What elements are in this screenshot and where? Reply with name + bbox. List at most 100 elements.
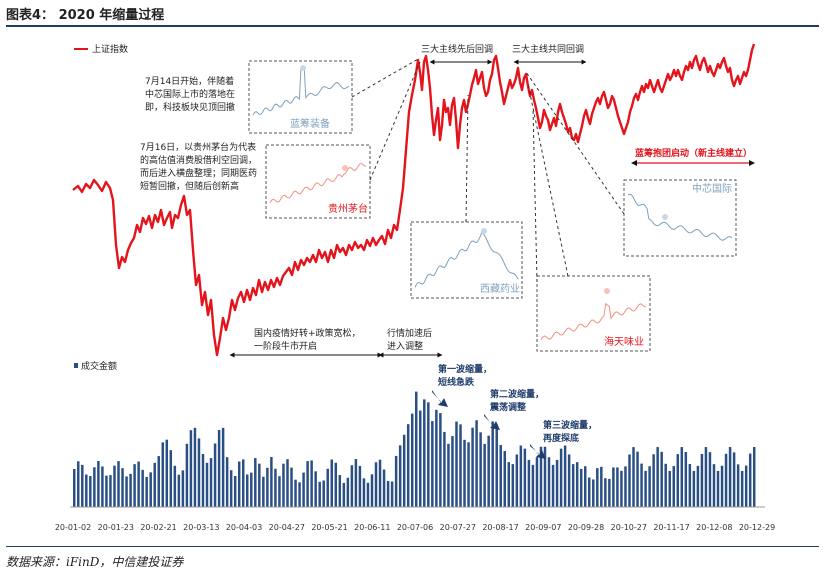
volume-bar [463, 439, 466, 507]
volume-bar [294, 479, 297, 507]
volume-bar [105, 475, 108, 507]
inset-moutai: 贵州茅台 [265, 144, 371, 219]
inset-tibet: 西藏药业 [410, 221, 523, 299]
volume-bar [390, 481, 394, 507]
wave3-arrow [530, 444, 546, 459]
volume-bar [185, 443, 189, 507]
inset-bluechip: 蓝筹装备 [248, 60, 353, 134]
volume-bar [575, 462, 579, 507]
inset-smic: 中芯国际 [623, 179, 737, 257]
volume-bar [632, 447, 635, 507]
volume-bar [664, 463, 667, 507]
inset-label-bluechip: 蓝筹装备 [290, 117, 330, 130]
volume-bar [648, 466, 651, 507]
title-divider [6, 25, 819, 27]
inset-haitian: 海天味业 [536, 275, 651, 352]
page-title: 图表4： 2020 年缩量过程 [6, 8, 165, 23]
volume-bar [596, 468, 599, 507]
volume-bar [406, 424, 410, 507]
volume-bar [720, 465, 724, 507]
volume-bar [157, 456, 160, 507]
volume-bar [732, 452, 736, 507]
volume-bar [672, 466, 675, 507]
source-divider [6, 546, 819, 547]
volume-bar [97, 461, 100, 507]
volume-bar [744, 465, 748, 507]
volume-bar [592, 479, 595, 507]
volume-bar [398, 445, 402, 507]
volume-bar [491, 421, 494, 507]
x-tick-label: 20-06-11 [354, 523, 390, 532]
volume-bar [503, 451, 507, 507]
volume-bar [322, 480, 325, 507]
inset-label-tibet: 西藏药业 [480, 283, 520, 295]
volume-bar [439, 413, 442, 507]
legend-label-volume: 成交金额 [81, 360, 117, 372]
volume-bar [471, 427, 474, 507]
inset-label-smic: 中芯国际 [692, 182, 732, 195]
volume-bar [221, 427, 225, 507]
volume-bar [736, 464, 740, 507]
volume-bar [535, 457, 539, 507]
volume-bar [346, 477, 350, 507]
volume-bar [133, 464, 136, 507]
volume-bar [278, 476, 281, 507]
volume-bar [752, 447, 756, 507]
volume-bar [483, 443, 486, 507]
volume-bar [423, 399, 426, 507]
volume-bar [640, 463, 643, 507]
volume-bar [559, 448, 563, 507]
wave1-arrow [432, 390, 448, 407]
wave2-arrow [484, 414, 500, 430]
volume-bar [571, 464, 575, 507]
volume-bar [121, 468, 124, 507]
volume-bar [704, 447, 708, 507]
volume-bar [266, 467, 269, 507]
x-tick-label: 20-10-27 [611, 523, 647, 532]
volume-bar [467, 442, 470, 507]
volume-bar [668, 470, 671, 507]
volume-bar [531, 464, 535, 507]
index-line [72, 43, 756, 357]
volume-bar [604, 478, 607, 507]
volume-bar [117, 461, 120, 507]
volume-bar [77, 461, 80, 507]
source-note: 数据来源：iFinD，中信建投证券 [6, 555, 184, 569]
inset-label-haitian: 海天味业 [604, 335, 644, 348]
volume-bar [286, 459, 289, 507]
volume-bar [479, 432, 482, 507]
volume-bar [342, 482, 346, 507]
volume-bar [555, 459, 559, 507]
volume-bar [519, 445, 523, 507]
legend-label-index: 上证指数 [92, 43, 128, 55]
volume-bar [270, 457, 273, 507]
volume-bar [579, 468, 583, 507]
volume-bar [109, 475, 112, 507]
volume-bar [696, 465, 700, 507]
volume-bar [93, 467, 96, 507]
volume-bar [246, 474, 249, 507]
volume-bar [181, 470, 185, 507]
volume-bar [153, 462, 156, 507]
volume-bar [443, 431, 446, 507]
volume-bar [233, 475, 237, 507]
volume-bar [708, 452, 712, 507]
volume-bar [241, 459, 245, 507]
annotation-accelerate: 行情加速后 进入调整 [387, 327, 435, 352]
annotation-wave2: 第二波缩量， 震荡调整 [489, 388, 547, 413]
volume-bar [543, 446, 547, 507]
volume-bar [145, 476, 148, 507]
volume-bar [310, 460, 313, 507]
volume-bar [338, 475, 342, 507]
volume-bar [282, 463, 285, 507]
volume-bar [394, 455, 398, 507]
x-tick-label: 20-09-07 [525, 523, 561, 532]
annotation-sep14: 7月14日开始，伴随着 中芯国际上市的落地在 即，科技板块见顶回撤 [145, 75, 238, 113]
annotation-bluechip: 蓝筹抱团启动（新主线建立） [635, 147, 752, 159]
volume-bar [193, 427, 197, 507]
volume-bar [354, 459, 358, 507]
annotation-joint-pullback: 三大主线共同回调 [512, 43, 584, 55]
volume-bar [197, 438, 201, 507]
volume-bar [612, 467, 615, 507]
